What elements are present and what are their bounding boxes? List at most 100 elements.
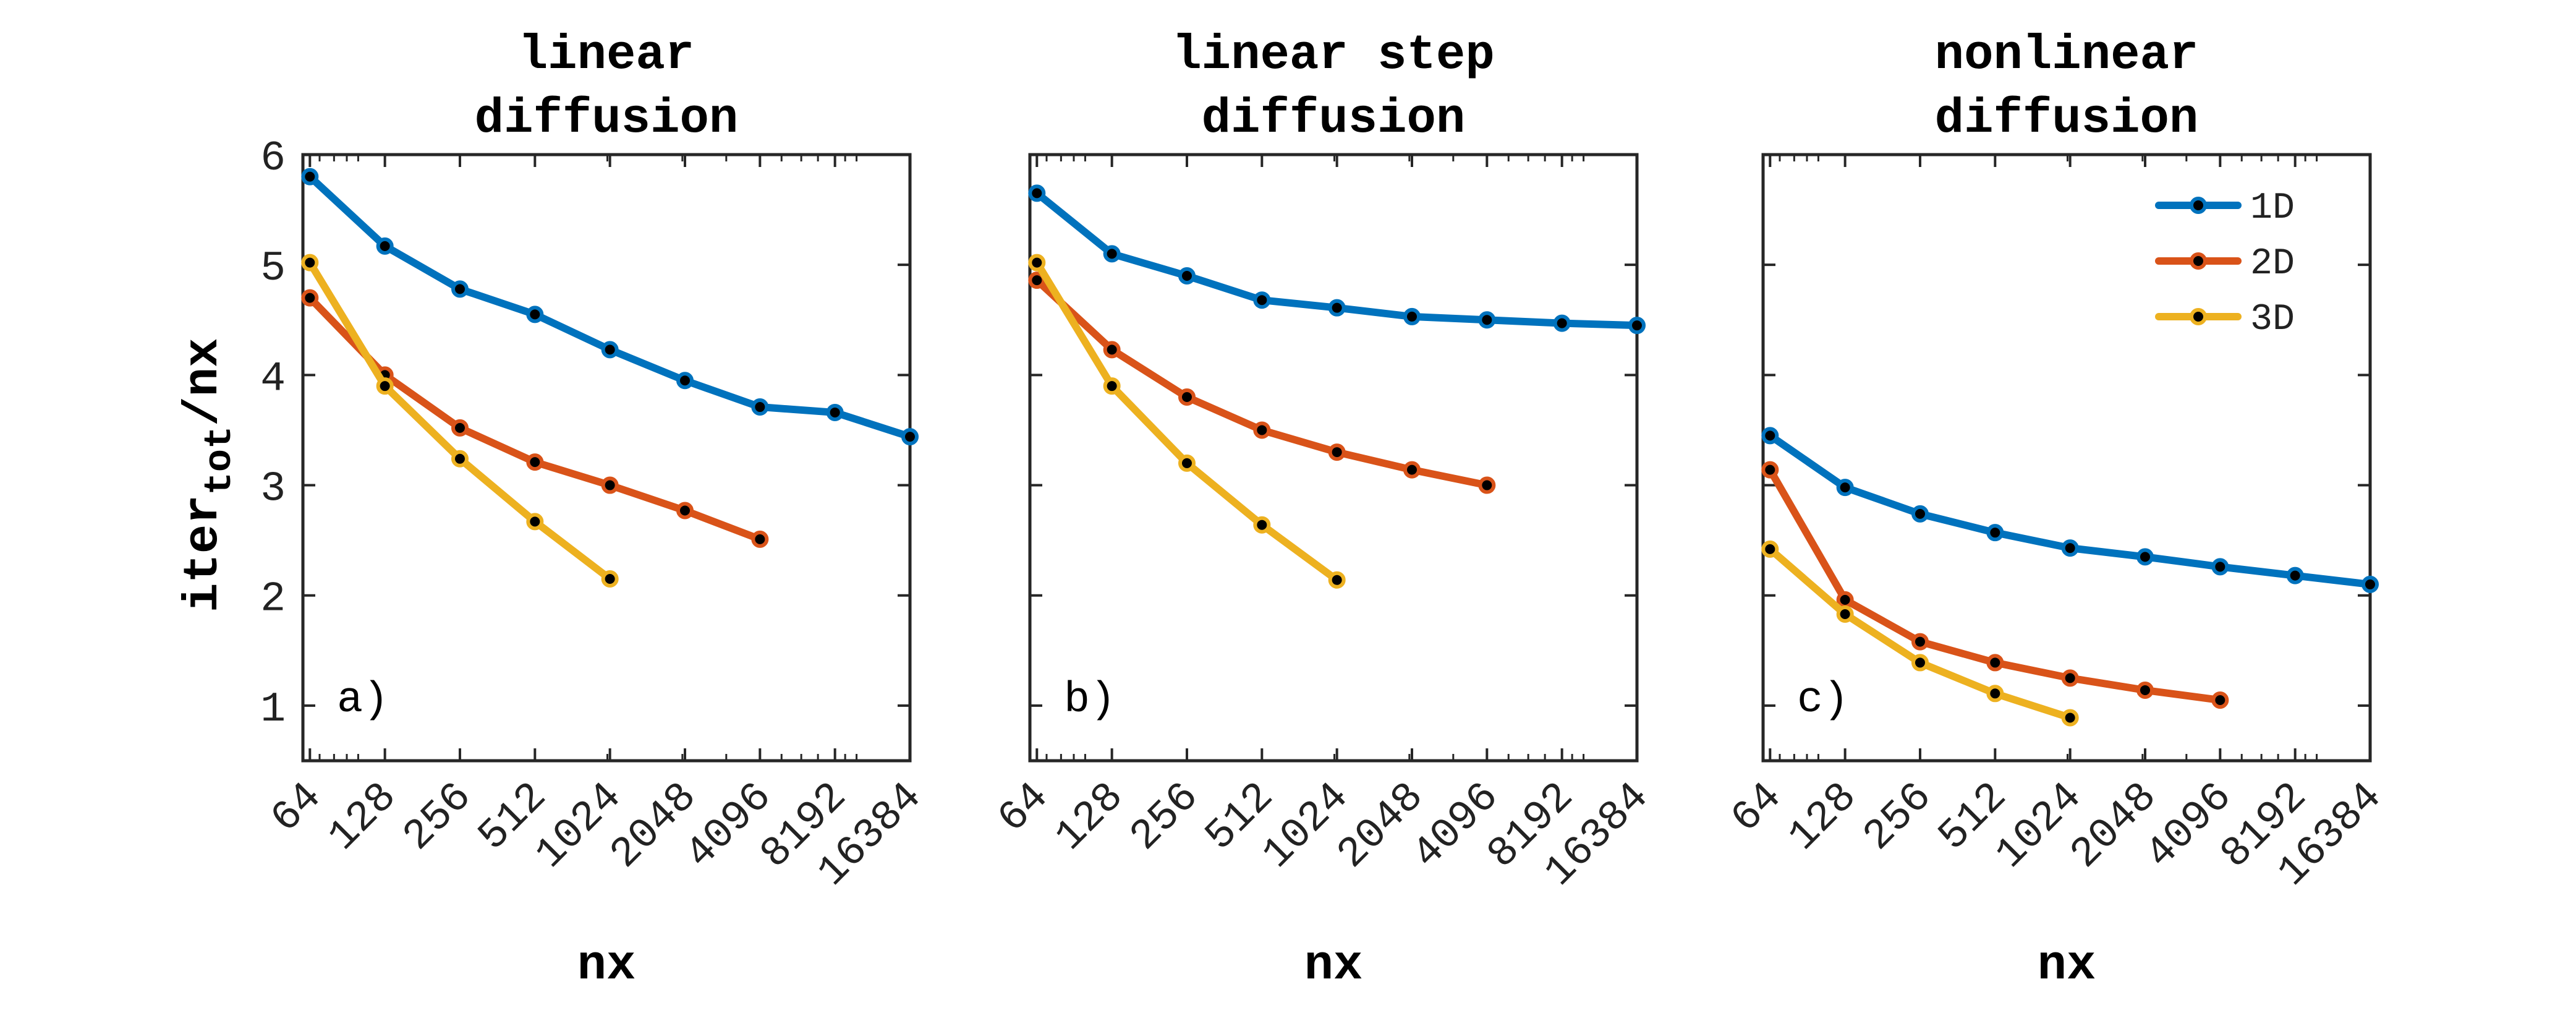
data-point-2d (301, 289, 319, 307)
data-point-2d (451, 419, 469, 437)
data-point-1d (1178, 267, 1196, 284)
data-point-2d (2136, 681, 2154, 699)
data-point-2d (2211, 691, 2229, 709)
data-point-1d (2361, 575, 2379, 593)
data-point-2d (1761, 461, 1779, 479)
data-point-2d (1253, 421, 1271, 439)
data-point-3d (1328, 571, 1346, 589)
legend-label-1d: 1D (2250, 187, 2295, 229)
data-point-2d (1178, 388, 1196, 406)
data-point-3d (1178, 454, 1196, 472)
y-axis-label-tail: /nx (176, 338, 231, 426)
data-point-1d (2061, 539, 2079, 557)
data-point-2d (1103, 341, 1121, 359)
data-point-1d (1836, 479, 1854, 497)
y-tick-label: 5 (260, 245, 286, 293)
data-point-1d (826, 403, 844, 421)
legend-marker-2d (2190, 252, 2207, 270)
x-tick-label: 128 (1779, 773, 1866, 860)
data-point-3d (601, 570, 619, 588)
x-tick-label: 64 (262, 773, 331, 842)
data-point-3d (2061, 709, 2079, 727)
data-point-1d (901, 428, 919, 446)
data-point-1d (451, 280, 469, 298)
data-point-3d (1253, 516, 1271, 534)
data-point-1d (1103, 245, 1121, 263)
legend-marker-1d (2190, 197, 2207, 214)
chart-title-line-2: diffusion (1935, 91, 2199, 147)
x-tick-label: 4096 (1403, 773, 1508, 878)
data-point-3d (1761, 540, 1779, 558)
y-tick-label: 3 (260, 466, 286, 513)
data-point-1d (301, 168, 319, 186)
x-tick-label: 1024 (1254, 773, 1359, 878)
data-point-1d (1911, 505, 1929, 523)
chart-title-line-2: diffusion (475, 91, 739, 147)
x-tick-label: 128 (319, 773, 406, 860)
data-point-2d (1836, 591, 1854, 609)
panel-label: b) (1064, 676, 1116, 725)
data-point-1d (2211, 558, 2229, 576)
data-point-2d (2061, 669, 2079, 687)
chart-title-line-1: nonlinear (1935, 27, 2199, 83)
x-axis-label: nx (2038, 938, 2096, 993)
data-point-1d (751, 398, 769, 416)
x-tick-label: 64 (989, 773, 1058, 842)
data-point-2d (1986, 654, 2004, 672)
data-point-2d (1328, 443, 1346, 461)
y-axis-label-subscript: tot (198, 426, 242, 495)
data-point-3d (1103, 377, 1121, 395)
x-tick-label: 2048 (1328, 773, 1434, 878)
legend: 1D 2D 3D (2155, 187, 2295, 341)
x-axis-label: nx (1304, 938, 1363, 993)
y-tick-label: 4 (260, 355, 286, 403)
data-point-2d (601, 476, 619, 494)
data-point-2d (1911, 633, 1929, 651)
x-tick-label: 64 (1722, 773, 1792, 842)
data-point-2d (676, 502, 694, 520)
data-point-2d (1403, 461, 1421, 479)
chart-title-line-1: linear step (1172, 27, 1495, 83)
data-point-2d (526, 453, 544, 471)
x-tick-label: 1024 (527, 773, 632, 878)
axes-box (301, 153, 912, 763)
y-tick-label: 6 (260, 135, 286, 182)
y-tick-label: 2 (260, 576, 286, 623)
data-point-1d (1328, 299, 1346, 317)
data-point-3d (301, 254, 319, 272)
data-point-3d (526, 513, 544, 531)
data-point-1d (1028, 184, 1046, 202)
series-line-2d (306, 294, 764, 543)
data-point-1d (2286, 567, 2304, 584)
data-point-3d (1028, 254, 1046, 272)
series-line-1d (1766, 432, 2374, 588)
y-tick-label: 1 (260, 686, 286, 734)
legend-label-2d: 2D (2250, 243, 2295, 285)
panel-label: c) (1797, 676, 1849, 725)
data-point-1d (1986, 524, 2004, 542)
data-point-1d (526, 306, 544, 323)
x-tick-label: 2048 (601, 773, 707, 878)
data-point-1d (1761, 427, 1779, 445)
chart-panel-3: nonlineardiffusion6412825651210242048409… (1722, 27, 2392, 993)
data-point-3d (1986, 685, 2004, 703)
chart-title-line-1: linear (519, 27, 694, 83)
data-point-2d (1478, 476, 1496, 494)
chart-panel-2: linear stepdiffusion64128256512102420484… (989, 27, 1659, 993)
x-tick-label: 4096 (676, 773, 781, 878)
data-point-1d (1628, 317, 1646, 335)
data-point-1d (601, 341, 619, 359)
data-point-2d (751, 530, 769, 548)
data-point-1d (1253, 291, 1271, 309)
legend-marker-3d (2190, 308, 2207, 325)
x-tick-label: 256 (394, 773, 482, 860)
data-point-3d (1911, 654, 1929, 672)
x-tick-label: 128 (1046, 773, 1133, 860)
data-point-3d (1836, 605, 1854, 623)
data-point-1d (1403, 307, 1421, 325)
data-point-1d (2136, 548, 2154, 566)
x-axis-label: nx (577, 938, 636, 993)
x-tick-label: 2048 (2062, 773, 2167, 878)
data-point-1d (376, 237, 394, 255)
